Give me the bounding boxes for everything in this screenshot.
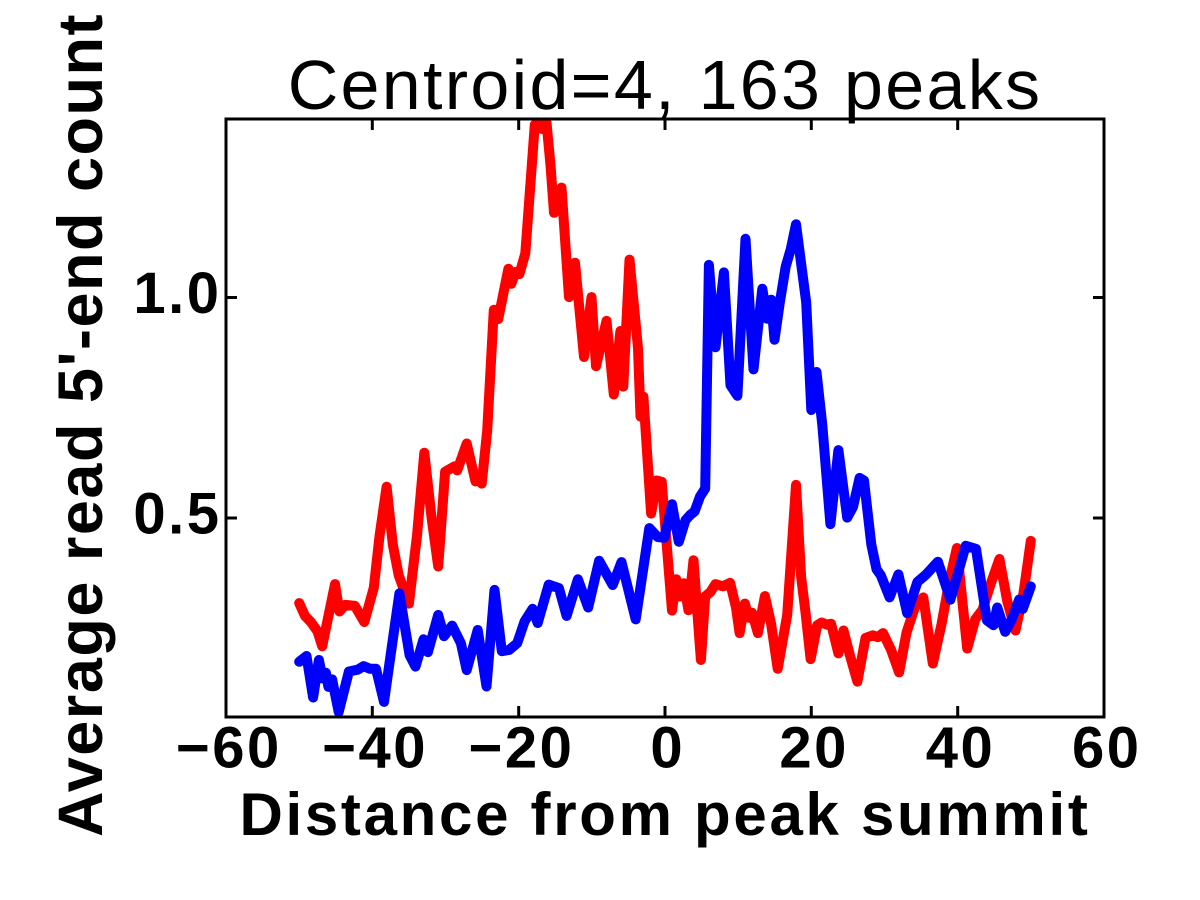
svg-text:0: 0 <box>650 716 685 781</box>
svg-text:40: 40 <box>926 716 996 781</box>
svg-text:Centroid=4, 163 peaks: Centroid=4, 163 peaks <box>288 46 1043 124</box>
svg-text:0.5: 0.5 <box>133 482 221 547</box>
svg-text:−20: −20 <box>469 716 575 781</box>
svg-text:−60: −60 <box>176 716 282 781</box>
svg-text:Distance from peak summit: Distance from peak summit <box>239 781 1090 848</box>
svg-text:Average read 5'-end count: Average read 5'-end count <box>46 13 116 837</box>
svg-text:1.0: 1.0 <box>133 261 221 326</box>
svg-text:−40: −40 <box>322 716 428 781</box>
svg-text:20: 20 <box>779 716 849 781</box>
svg-text:60: 60 <box>1072 716 1142 781</box>
